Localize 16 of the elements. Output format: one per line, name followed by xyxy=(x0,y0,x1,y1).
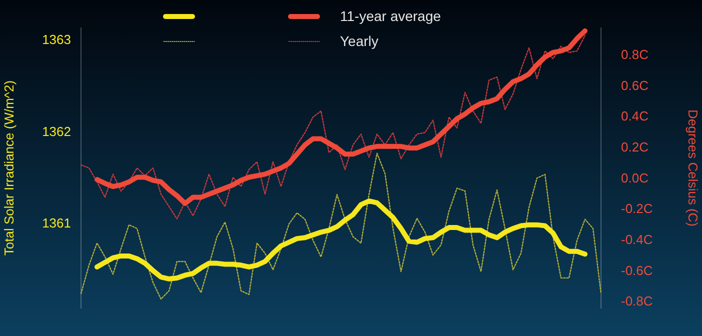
y2-tick-label: -0.4C xyxy=(621,232,653,247)
legend-label: 11-year average xyxy=(340,8,441,24)
y2-tick-label: -0.8C xyxy=(621,294,653,309)
y2-tick-label: 0.2C xyxy=(621,140,648,155)
y2-axis-title: Degrees Celsius (C) xyxy=(686,109,701,227)
y2-tick-label: 0.8C xyxy=(621,47,648,62)
y2-tick-label: -0.2C xyxy=(621,201,653,216)
y-tick-label: 1362 xyxy=(42,124,71,139)
y2-tick-label: 0.4C xyxy=(621,108,648,124)
y-axis-title: Total Solar Irradiance (W/m^2) xyxy=(1,80,16,256)
y2-tick-label: 0.6C xyxy=(621,78,648,93)
legend-label: Yearly xyxy=(340,33,378,49)
y-tick-label: 1363 xyxy=(42,32,71,48)
y-tick-label: 1361 xyxy=(42,215,71,230)
y2-tick-label: -0.6C xyxy=(621,262,653,278)
y2-tick-label: 0.0C xyxy=(621,170,648,186)
